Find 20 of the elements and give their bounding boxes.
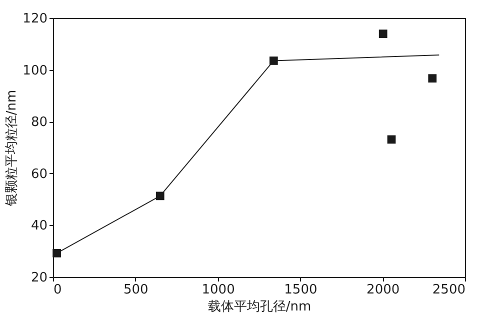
- x-tick-label: 1000: [202, 282, 235, 298]
- y-tick-label: 120: [22, 12, 48, 26]
- x-tick-label: 0: [54, 282, 62, 298]
- y-tick-label: 60: [30, 166, 48, 182]
- point: [269, 56, 278, 65]
- y-tick-label: 40: [30, 218, 48, 234]
- point: [156, 192, 164, 200]
- y-tick-label: 80: [30, 115, 48, 130]
- point: [387, 135, 396, 144]
- x-tick-label: 2000: [366, 282, 400, 298]
- y-tick-label: 100: [22, 63, 48, 78]
- x-axis-title: 载体平均孔径/nm: [208, 300, 312, 314]
- point: [428, 74, 437, 83]
- x-tick-label: 2500: [432, 282, 466, 298]
- point: [52, 248, 61, 258]
- point: [378, 30, 388, 38]
- y-axis-title: 银颗粒平均粒径/nm: [4, 90, 20, 208]
- y-tick-label: 20: [30, 270, 48, 286]
- x-tick-label: 500: [123, 282, 148, 298]
- x-tick-label: 1500: [284, 282, 318, 298]
